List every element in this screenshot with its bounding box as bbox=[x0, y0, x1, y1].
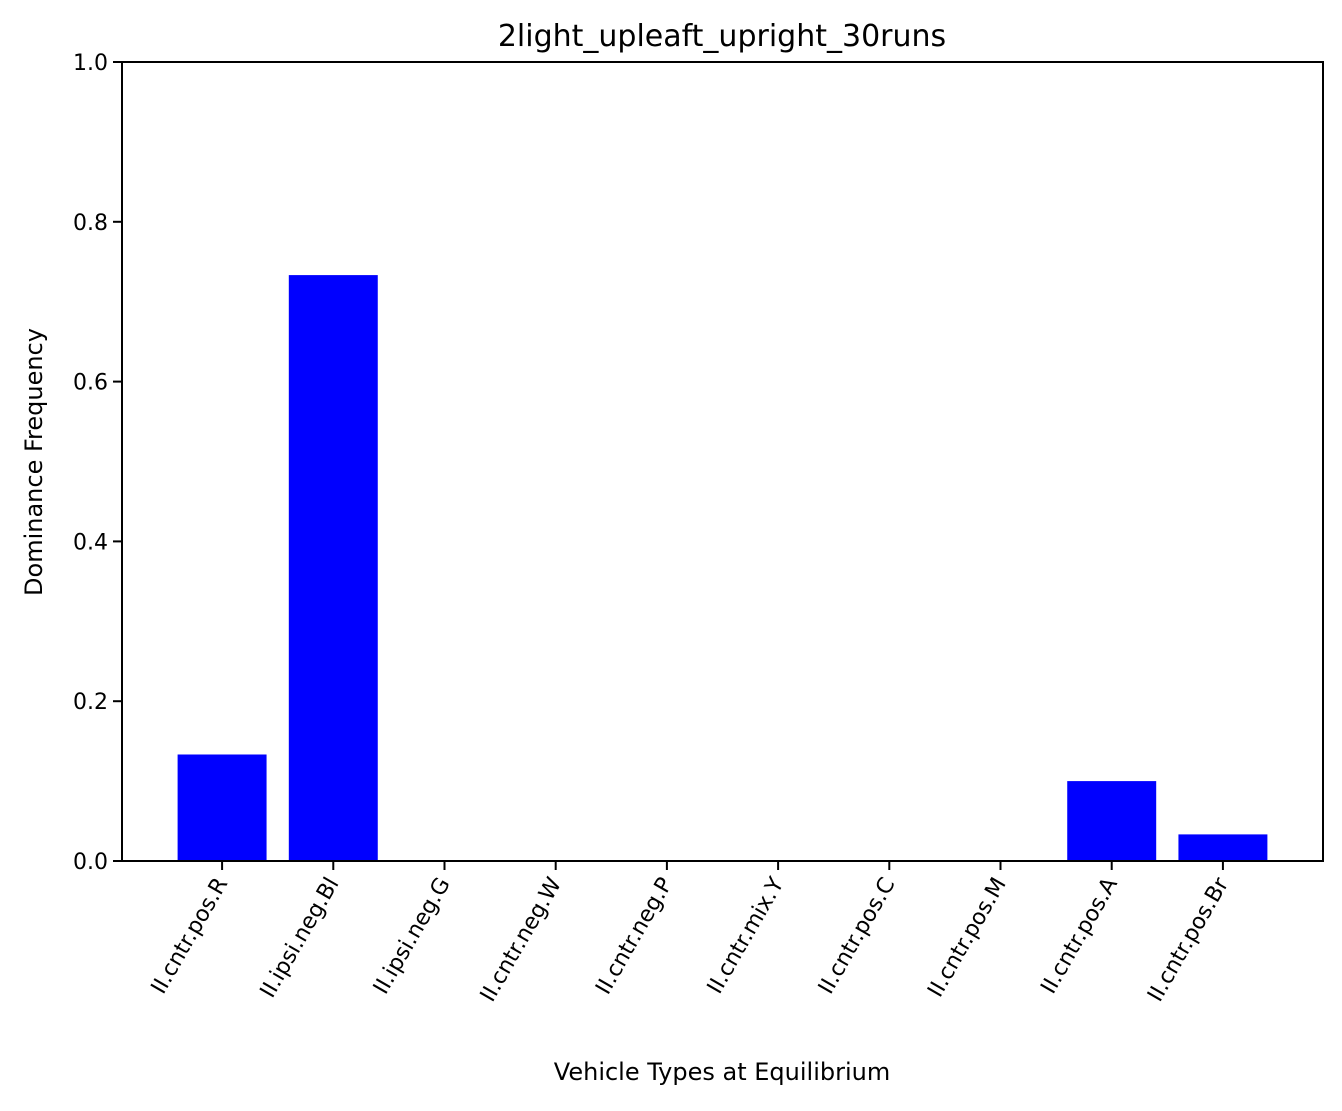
y-tick-label: 1.0 bbox=[73, 51, 108, 76]
x-tick-label: II.cntr.pos.C bbox=[814, 874, 901, 999]
x-tick-label: II.cntr.neg.W bbox=[476, 873, 567, 1006]
y-tick-label: 0.0 bbox=[73, 850, 108, 875]
x-tick-label: II.cntr.pos.A bbox=[1036, 874, 1122, 999]
bars-layer bbox=[177, 275, 1268, 862]
y-tick-label: 0.2 bbox=[73, 690, 108, 715]
x-tick-label: II.cntr.neg.P bbox=[591, 874, 678, 999]
x-tick-label: II.ipsi.neg.G bbox=[369, 874, 456, 999]
x-tick-label: II.cntr.pos.R bbox=[147, 874, 234, 999]
bar-II.cntr.pos.A bbox=[1067, 781, 1157, 861]
x-tick-label: II.ipsi.neg.Bl bbox=[256, 874, 345, 1003]
x-tick-label: II.cntr.mix.Y bbox=[703, 873, 790, 998]
y-axis-label: Dominance Frequency bbox=[20, 328, 48, 596]
x-tick-label: II.cntr.pos.M bbox=[923, 874, 1011, 1002]
plot-area-frame bbox=[121, 61, 1324, 862]
x-tick-label: II.cntr.pos.Br bbox=[1143, 873, 1234, 1006]
y-tick-label: 0.8 bbox=[73, 211, 108, 236]
chart-title: 2light_upleaft_upright_30runs bbox=[498, 19, 946, 54]
ticks-layer: II.cntr.pos.R II.ipsi.neg.Bl II.ipsi.neg.G… bbox=[73, 51, 1235, 1006]
y-tick-label: 0.6 bbox=[73, 371, 108, 396]
bar-II.ipsi.neg.Bl bbox=[288, 275, 378, 862]
x-axis-label: Vehicle Types at Equilibrium bbox=[554, 1058, 890, 1086]
bar-II.cntr.pos.Br bbox=[1178, 834, 1268, 861]
y-tick-label: 0.4 bbox=[73, 530, 108, 555]
bar-II.cntr.pos.R bbox=[177, 754, 267, 861]
